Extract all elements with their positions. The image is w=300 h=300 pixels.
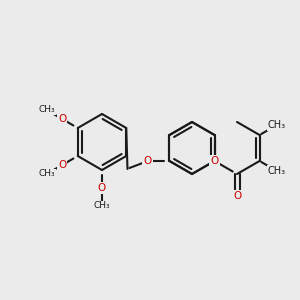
Text: CH₃: CH₃ [38, 106, 55, 115]
Text: CH₃: CH₃ [268, 120, 286, 130]
Text: O: O [58, 114, 66, 124]
Text: CH₃: CH₃ [268, 166, 286, 176]
Text: O: O [58, 160, 66, 170]
Text: CH₃: CH₃ [38, 169, 55, 178]
Text: O: O [143, 156, 152, 166]
Text: O: O [98, 183, 106, 193]
Text: O: O [210, 156, 219, 166]
Text: CH₃: CH₃ [94, 202, 110, 211]
Text: O: O [233, 191, 241, 201]
